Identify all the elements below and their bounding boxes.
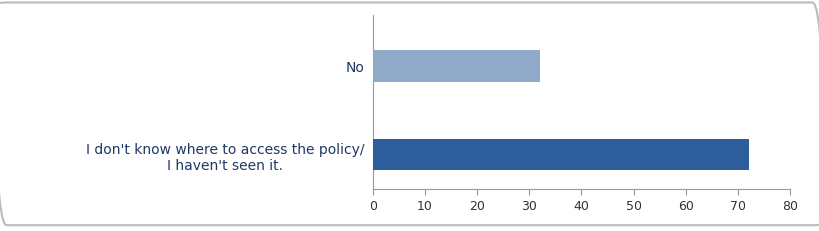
Bar (373, 139, 749, 170)
Bar (373, 51, 540, 82)
